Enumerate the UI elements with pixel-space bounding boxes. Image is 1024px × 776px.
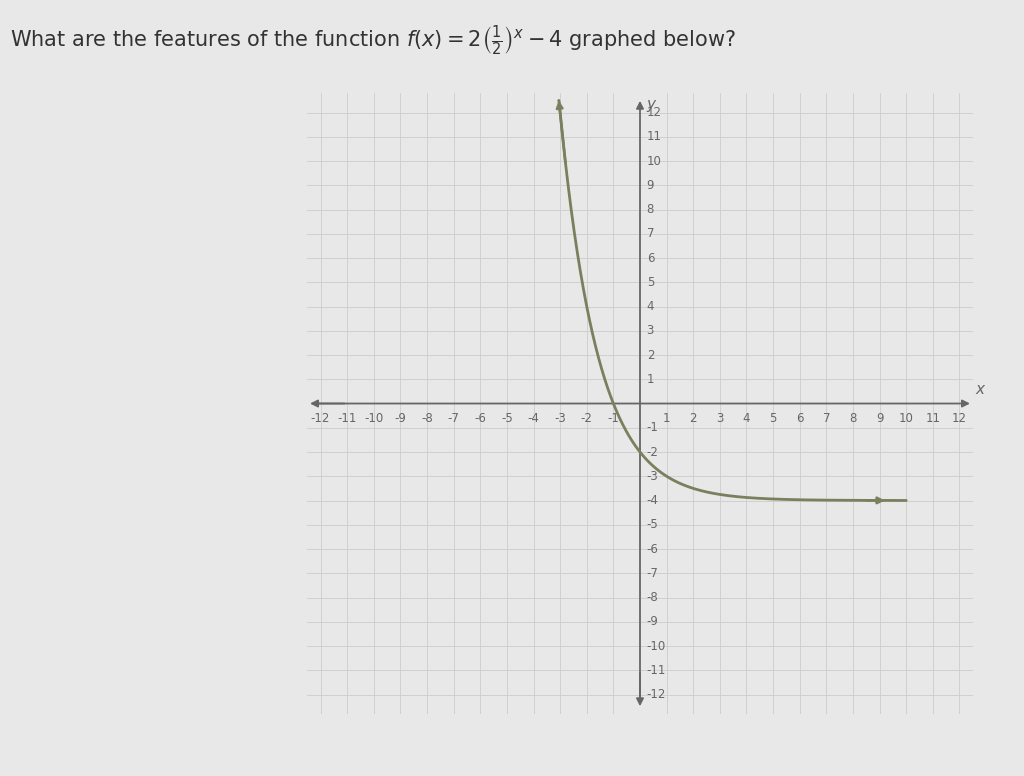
Text: -7: -7 [647,566,658,580]
Text: 9: 9 [647,178,654,192]
Text: -5: -5 [647,518,658,532]
Text: x: x [976,383,984,397]
Text: 5: 5 [769,412,777,425]
Text: -5: -5 [501,412,513,425]
Text: -4: -4 [527,412,540,425]
Text: -12: -12 [647,688,666,701]
Text: 7: 7 [647,227,654,241]
Text: 6: 6 [647,251,654,265]
Text: 6: 6 [796,412,804,425]
Text: -6: -6 [647,542,658,556]
Text: 10: 10 [647,154,662,168]
Text: -11: -11 [647,663,666,677]
Text: -3: -3 [647,469,658,483]
Text: -11: -11 [338,412,356,425]
Text: -6: -6 [474,412,486,425]
Text: 2: 2 [689,412,697,425]
Text: -8: -8 [647,591,658,604]
Text: -9: -9 [394,412,407,425]
Text: 1: 1 [647,372,654,386]
Text: 12: 12 [952,412,967,425]
Text: 3: 3 [716,412,724,425]
Text: -10: -10 [647,639,666,653]
Text: -8: -8 [421,412,433,425]
Text: 1: 1 [663,412,671,425]
Text: What are the features of the function $f(x) = 2\left(\frac{1}{2}\right)^{x} - 4$: What are the features of the function $f… [10,23,736,57]
Text: -4: -4 [647,494,658,507]
Text: 8: 8 [647,203,654,216]
Text: 2: 2 [647,348,654,362]
Text: 8: 8 [849,412,857,425]
Text: -12: -12 [311,412,330,425]
Text: -1: -1 [647,421,658,435]
Text: -2: -2 [647,445,658,459]
Text: 12: 12 [647,106,662,119]
Text: y: y [647,97,655,112]
Text: -9: -9 [647,615,658,629]
Text: -10: -10 [365,412,383,425]
Text: -7: -7 [447,412,460,425]
Text: 9: 9 [876,412,884,425]
Text: -3: -3 [554,412,566,425]
Text: 4: 4 [647,300,654,313]
Text: -1: -1 [607,412,620,425]
Text: 10: 10 [899,412,913,425]
Text: 5: 5 [647,275,654,289]
Text: 11: 11 [647,130,662,144]
Text: 11: 11 [926,412,940,425]
Text: 7: 7 [822,412,830,425]
Text: -2: -2 [581,412,593,425]
Text: 4: 4 [742,412,751,425]
Text: 3: 3 [647,324,654,338]
